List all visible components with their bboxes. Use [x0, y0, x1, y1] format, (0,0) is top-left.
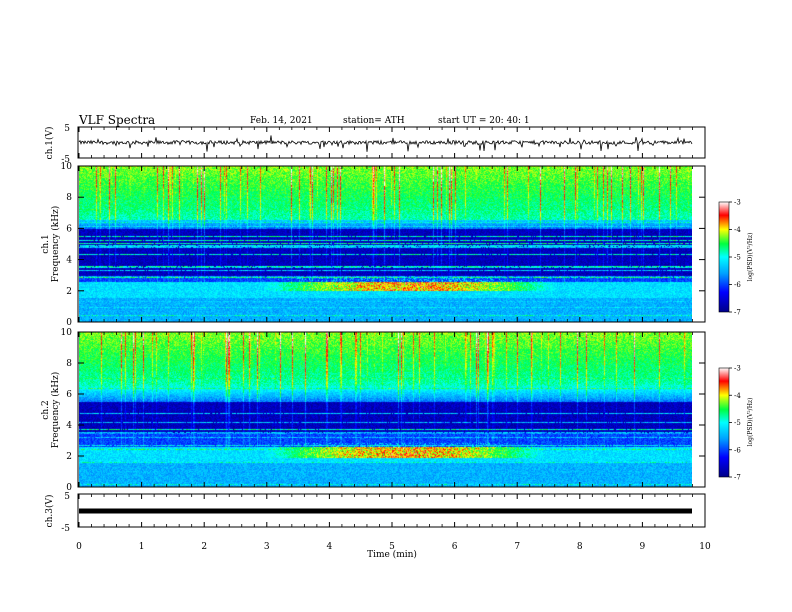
ch1-cb-tick-label-3: -6 [734, 281, 741, 289]
ch1-cb-tick-label-0: -3 [734, 199, 741, 207]
ch1-ytick-bottom: -5 [61, 155, 70, 165]
ch2-cb-tick-label-1: -4 [734, 392, 741, 400]
ch2-spec-ytick-label-3: 6 [66, 390, 72, 400]
ch1-spec-ytick-label-0: 0 [66, 318, 72, 328]
ch1-spectrogram-heatmap [79, 166, 692, 322]
ch1-cb-tick-label-4: -7 [734, 309, 741, 317]
panel-ch3-waveform: 5 -5 ch.3(V) 0 1 2 3 4 5 6 7 8 9 10 Time (min) [44, 492, 711, 560]
ch1-cb-tick-label-2: -5 [734, 254, 741, 262]
time-tick-label-1: 1 [139, 542, 145, 552]
ch1-colorbar-ticks: -3 -4 -5 -6 -7 [729, 199, 741, 317]
ch1-spec-ytick-label-3: 6 [66, 224, 72, 234]
panel-ch2-spectrogram: 0 2 4 6 8 10 ch.2 Frequency (kHz) -3 -4 -5 -6 -7 … [41, 328, 754, 493]
ch1-colorbar-gradient [718, 201, 730, 313]
ch2-cb-tick-label-4: -7 [734, 474, 741, 482]
date-label: Feb. 14, 2021 [250, 116, 313, 126]
ch2-spec-ytick-label-1: 2 [66, 452, 72, 462]
ch2-spec-ytick-label-4: 8 [66, 359, 72, 369]
ch1-ytick-top: 5 [64, 124, 70, 134]
ch3-ytick-bottom: -5 [61, 524, 70, 534]
ch1-spec-ylabel-freq: Frequency (kHz) [50, 206, 61, 283]
time-tick-label-10: 10 [699, 542, 711, 552]
ch1-cb-tick-label-1: -4 [734, 226, 741, 234]
time-tick-label-4: 4 [327, 542, 333, 552]
ch2-spec-yticks: 0 2 4 6 8 10 [61, 328, 705, 493]
time-tick-label-3: 3 [264, 542, 270, 552]
ch2-spectrogram-area [79, 332, 692, 487]
ch1-waveform-line [78, 135, 693, 152]
ch2-cb-tick-label-3: -6 [734, 446, 741, 454]
ch2-colorbar-label: log(PSD)(V²/Hz) [747, 398, 754, 447]
figure-title: VLF Spectra [78, 113, 155, 127]
ch1-xticks [78, 127, 706, 158]
time-tick-label-7: 7 [514, 542, 520, 552]
ch2-colorbar-gradient [718, 367, 730, 478]
ch1-spec-yticks: 0 2 4 6 8 10 [61, 162, 705, 328]
ch2-cb-tick-label-2: -5 [734, 419, 741, 427]
ch1-spec-ytick-label-4: 8 [66, 193, 72, 203]
ch2-colorbar: -3 -4 -5 -6 -7 log(PSD)(V²/Hz) [718, 365, 754, 482]
time-tick-label-9: 9 [640, 542, 646, 552]
ch3-xticks [78, 494, 706, 527]
ch1-spec-ylabel-channel: ch.1 [41, 234, 51, 253]
station-label: station= ATH [343, 116, 405, 126]
ch1-spec-ytick-label-2: 4 [66, 256, 72, 266]
ch1-spec-ytick-label-5: 10 [61, 162, 73, 172]
time-tick-label-2: 2 [201, 542, 207, 552]
ch2-cb-tick-label-0: -3 [734, 365, 741, 373]
time-axis-labels: 0 1 2 3 4 5 6 7 8 9 10 [76, 542, 711, 552]
time-tick-label-8: 8 [577, 542, 583, 552]
ch1-colorbar: -3 -4 -5 -6 -7 log(PSD)(V²/Hz) [718, 199, 754, 317]
ch2-spec-ylabel-freq: Frequency (kHz) [50, 372, 61, 449]
panel-ch1-waveform: 5 -5 ch.1(V) [44, 124, 706, 165]
time-tick-label-5: 5 [389, 542, 395, 552]
ch2-spec-ylabel-channel: ch.2 [41, 400, 51, 419]
ch2-spec-xticks [78, 332, 706, 487]
ch1-ylabel: ch.1(V) [44, 127, 55, 160]
panel-ch1-spectrogram: 0 2 4 6 8 10 ch.1 Frequency (kHz) -3 -4 -5 -6 -7 … [41, 162, 754, 328]
start-time-label: start UT = 20: 40: 1 [438, 116, 530, 126]
ch3-ylabel: ch.3(V) [44, 495, 55, 528]
time-tick-label-0: 0 [76, 542, 82, 552]
ch3-ytick-top: 5 [64, 492, 70, 502]
ch2-spec-ytick-label-2: 4 [66, 421, 72, 431]
ch1-colorbar-label: log(PSD)(V²/Hz) [747, 233, 754, 282]
time-tick-label-6: 6 [452, 542, 458, 552]
ch2-spectrogram-heatmap [79, 332, 692, 487]
ch2-spec-ytick-label-5: 10 [61, 328, 73, 338]
ch1-spectrogram-area [79, 166, 692, 322]
ch1-spec-xticks [78, 166, 706, 322]
ch1-spec-ytick-label-1: 2 [66, 287, 72, 297]
ch2-colorbar-ticks: -3 -4 -5 -6 -7 [729, 365, 741, 482]
time-axis-title: Time (min) [367, 549, 417, 560]
ch2-spec-ytick-label-0: 0 [66, 483, 72, 493]
